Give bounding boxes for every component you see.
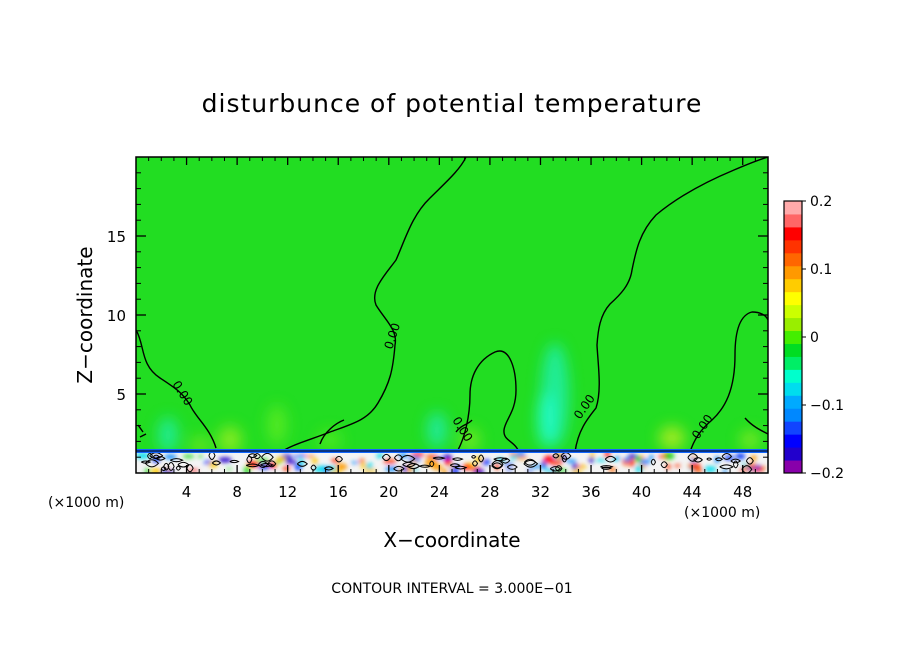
x-tick-label: 44 [683,483,702,501]
x-tick-label: 36 [581,483,600,501]
colorbar-swatch [784,239,802,254]
colorbar-swatch [784,265,802,280]
x-tick-label: 8 [232,483,242,501]
chart-title: disturbunce of potential temperature [202,89,703,118]
x-tick-label: 40 [632,483,651,501]
colorbar-tick-label: 0 [810,330,819,346]
colorbar-swatch [784,382,802,396]
colorbar-swatch [784,369,802,383]
y-axis-label: Z−coordinate [73,246,97,383]
colorbar-tick-label: 0.1 [810,262,832,278]
y-tick-label: 10 [107,307,126,325]
colorbar-swatch [784,330,802,344]
colorbar-swatch [784,252,802,267]
x-tick-label: 4 [182,483,192,501]
colorbar-swatch [784,291,802,306]
x-tick-label: 16 [329,483,348,501]
contour-lines [136,157,768,456]
colorbar-tick-label: 0.2 [810,194,832,210]
x-axis-label: X−coordinate [383,528,520,552]
colorbar-swatch [784,201,802,215]
colorbar-swatch [784,447,802,461]
plot-area: 0.00 0.00 0.00 0.00 0.00 [136,157,768,473]
colorbar-tick-label: −0.2 [810,466,844,482]
y-tick-label: 15 [107,228,126,246]
colorbar-tick-label: −0.1 [810,398,844,414]
colorbar-swatch [784,213,802,228]
colorbar-swatch [784,356,802,370]
colorbar: 0.2 0.1 0 −0.1 −0.2 [783,194,844,482]
colorbar-swatch [784,434,802,448]
colorbar-swatch [784,395,802,409]
y-tick-label: 5 [116,386,126,404]
x-axis-ticks: 4 8 12 16 20 24 28 32 36 40 44 48 [148,157,756,501]
colorbar-swatch [784,421,802,435]
x-tick-label: 28 [480,483,499,501]
colorbar-swatch [784,226,802,241]
x-unit-right: (×1000 m) [684,505,760,521]
colorbar-swatch [784,278,802,293]
contour-interval-note: CONTOUR INTERVAL = 3.000E−01 [331,581,572,597]
x-tick-label: 12 [278,483,297,501]
colorbar-swatch [784,304,802,319]
y-axis-ticks: 5 10 15 [107,172,768,458]
colorbar-swatch [784,408,802,422]
x-tick-label: 48 [733,483,752,501]
x-tick-label: 32 [531,483,550,501]
x-unit-left: (×1000 m) [48,495,124,511]
colorbar-swatch [784,317,802,332]
x-tick-label: 20 [379,483,398,501]
colorbar-swatch [784,460,802,474]
colorbar-swatch [784,343,802,357]
x-tick-label: 24 [430,483,449,501]
